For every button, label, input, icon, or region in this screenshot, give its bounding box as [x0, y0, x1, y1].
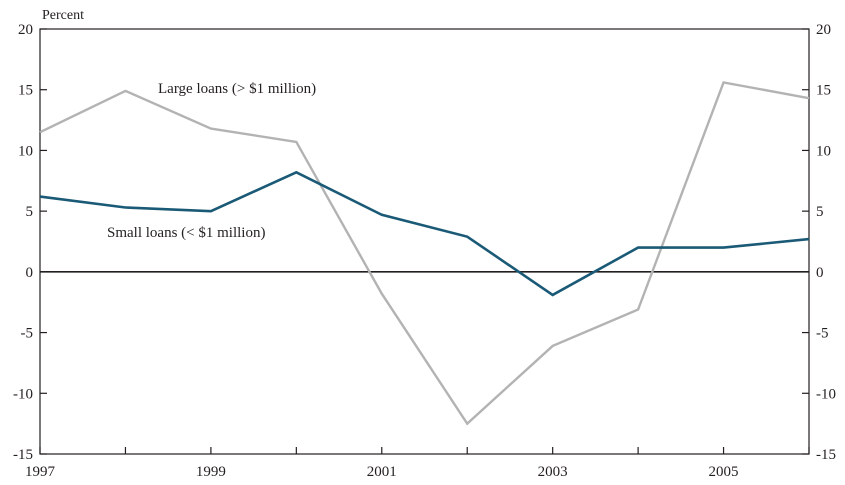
y-axis-unit-label: Percent [42, 8, 84, 23]
y-tick-label-left: 5 [26, 204, 34, 220]
x-tick-label: 1997 [25, 464, 56, 480]
y-tick-label-left: -15 [13, 447, 33, 463]
y-tick-label-right: 0 [816, 265, 824, 281]
x-tick-label: 2001 [367, 464, 397, 480]
y-tick-label-left: 15 [18, 83, 33, 99]
x-tick-label: 2003 [538, 464, 568, 480]
x-tick-label: 1999 [196, 464, 226, 480]
y-tick-label-right: -5 [816, 326, 829, 342]
y-tick-label-right: 5 [816, 204, 824, 220]
y-tick-label-right: -15 [816, 447, 836, 463]
y-tick-label-right: -10 [816, 386, 836, 402]
series-label-large-loans: Large loans (> $1 million) [158, 81, 316, 97]
series-label-small-loans: Small loans (< $1 million) [107, 225, 265, 241]
y-tick-label-right: 20 [816, 22, 831, 38]
series-line-large-loans [39, 81, 810, 426]
y-tick-label-right: 15 [816, 83, 831, 99]
series-line-small-loans [39, 170, 810, 297]
y-tick-label-left: 0 [26, 265, 34, 281]
y-tick-label-right: 10 [816, 143, 831, 159]
y-tick-label-left: 10 [18, 143, 33, 159]
y-tick-label-left: -5 [21, 326, 34, 342]
y-tick-label-left: -10 [13, 386, 33, 402]
x-tick-label: 2005 [709, 464, 739, 480]
y-tick-label-left: 20 [18, 22, 33, 38]
plot-frame [39, 28, 810, 455]
